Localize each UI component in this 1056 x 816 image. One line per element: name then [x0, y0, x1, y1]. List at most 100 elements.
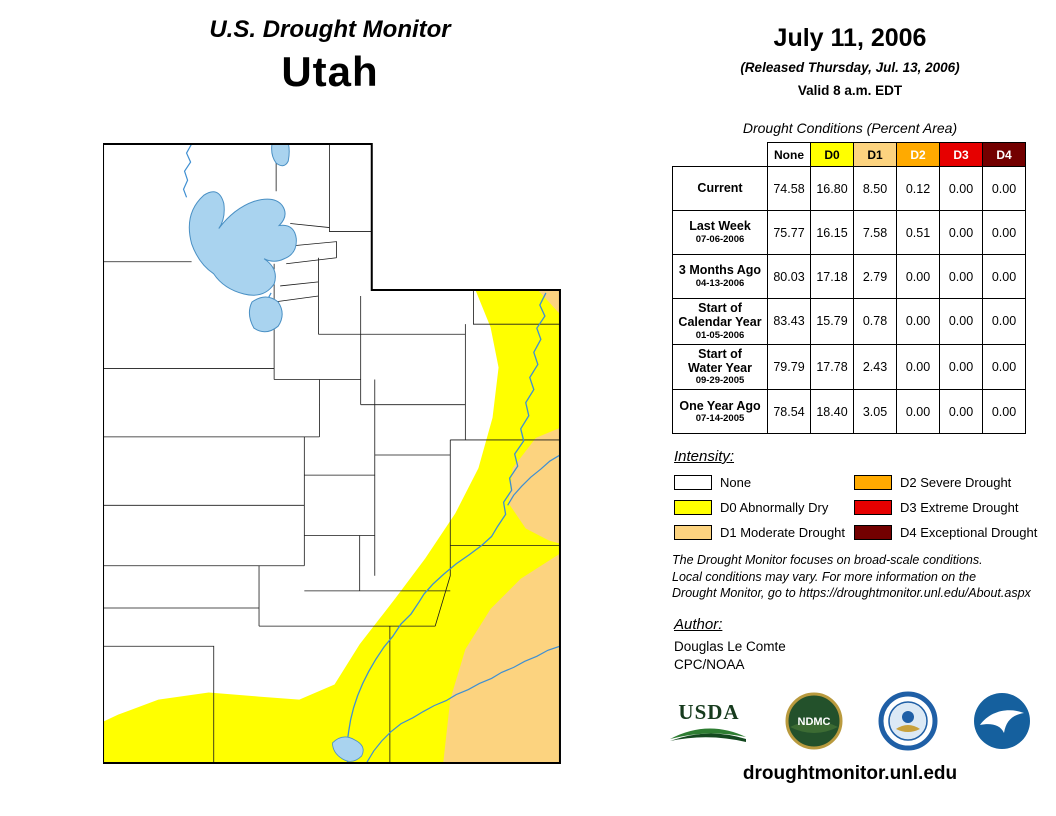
ndmc-seal-icon: NDMC [785, 692, 843, 750]
release-date: (Released Thursday, Jul. 13, 2006) [740, 60, 960, 75]
legend-swatch-d4 [854, 525, 892, 540]
table-row: One Year Ago 07-14-2005 78.54 18.40 3.05 … [672, 389, 1026, 435]
county-borders [103, 144, 560, 763]
column-header-d2: D2 [896, 142, 940, 167]
drought-conditions-table: None D0 D1 D2 D3 D4 Current 74.58 16.80 … [672, 142, 1026, 435]
legend-swatch-none [674, 475, 712, 490]
row-label: Start of Calendar Year 01-05-2006 [672, 298, 768, 345]
value-cell: 78.54 [767, 389, 811, 435]
value-cell: 83.43 [767, 298, 811, 345]
value-cell: 0.00 [896, 389, 940, 435]
utah-drought-map [103, 143, 561, 764]
column-header-d1: D1 [853, 142, 897, 167]
row-label: Start of Water Year 09-29-2005 [672, 343, 768, 391]
value-cell: 0.00 [939, 210, 983, 255]
noaa-seal-icon [974, 693, 1030, 749]
column-header-d4: D4 [982, 142, 1026, 167]
usda-field-icon [670, 727, 746, 742]
value-cell: 0.00 [896, 343, 940, 391]
title-block: U.S. Drought Monitor Utah [75, 16, 585, 96]
value-cell: 17.18 [810, 254, 854, 299]
value-cell: 0.78 [853, 298, 897, 345]
intensity-heading: Intensity: [674, 448, 735, 465]
state-outline [103, 143, 561, 764]
utah-lake [248, 296, 283, 333]
usda-logo: USDA [668, 700, 750, 743]
great-salt-lake [188, 191, 297, 296]
row-label: One Year Ago 07-14-2005 [672, 389, 768, 435]
legend-label: D1 Moderate Drought [720, 525, 846, 540]
legend-swatch-d3 [854, 500, 892, 515]
value-cell: 2.79 [853, 254, 897, 299]
column-header-d0: D0 [810, 142, 854, 167]
table-header-row: None D0 D1 D2 D3 D4 [672, 142, 1026, 167]
legend-item-d0: D0 Abnormally Dry [674, 495, 854, 520]
value-cell: 16.80 [810, 166, 854, 211]
colorado-river-upper [507, 454, 560, 506]
green-colorado-river [345, 292, 547, 763]
bear-lake [271, 144, 290, 167]
value-cell: 0.00 [982, 389, 1026, 435]
value-cell: 8.50 [853, 166, 897, 211]
value-cell: 0.00 [982, 298, 1026, 345]
legend-label: D3 Extreme Drought [900, 500, 1019, 515]
value-cell: 0.00 [939, 298, 983, 345]
value-cell: 75.77 [767, 210, 811, 255]
value-cell: 74.58 [767, 166, 811, 211]
legend-item-d3: D3 Extreme Drought [854, 495, 1038, 520]
legend-swatch-d0 [674, 500, 712, 515]
ndmc-logo: NDMC [784, 691, 844, 751]
intensity-legend: None D0 Abnormally Dry D1 Moderate Droug… [674, 470, 1038, 545]
legend-item-d4: D4 Exceptional Drought [854, 520, 1038, 545]
row-label: Current [672, 166, 768, 211]
value-cell: 0.00 [982, 254, 1026, 299]
value-cell: 0.12 [896, 166, 940, 211]
d0-drought-region [103, 289, 560, 763]
footer-url: droughtmonitor.unl.edu [742, 763, 958, 784]
commerce-seal-icon [878, 691, 938, 751]
usda-logo-text: USDA [678, 699, 740, 724]
map-date: July 11, 2006 [773, 24, 927, 52]
value-cell: 79.79 [767, 343, 811, 391]
legend-label: D0 Abnormally Dry [720, 500, 829, 515]
d1-drought-region-east [508, 427, 560, 544]
value-cell: 0.00 [982, 166, 1026, 211]
table-corner-cell [672, 142, 768, 167]
value-cell: 3.05 [853, 389, 897, 435]
value-cell: 16.15 [810, 210, 854, 255]
value-cell: 0.00 [896, 298, 940, 345]
valid-time: Valid 8 a.m. EDT [797, 83, 903, 98]
author-name: Douglas Le Comte [674, 639, 786, 654]
value-cell: 0.00 [939, 343, 983, 391]
noaa-logo [972, 691, 1032, 751]
table-row: Last Week 07-06-2006 75.77 16.15 7.58 0.5… [672, 210, 1026, 255]
legend-item-none: None [674, 470, 854, 495]
value-cell: 15.79 [810, 298, 854, 345]
value-cell: 2.43 [853, 343, 897, 391]
table-row: Start of Water Year 09-29-2005 79.79 17.7… [672, 343, 1026, 391]
legend-label: None [720, 475, 752, 490]
table-title: Drought Conditions (Percent Area) [742, 120, 958, 136]
value-cell: 0.00 [939, 166, 983, 211]
row-label: 3 Months Ago 04-13-2006 [672, 254, 768, 299]
legend-label: D2 Severe Drought [900, 475, 1012, 490]
report-title: U.S. Drought Monitor [209, 16, 451, 43]
value-cell: 7.58 [853, 210, 897, 255]
value-cell: 0.00 [982, 210, 1026, 255]
value-cell: 18.40 [810, 389, 854, 435]
value-cell: 0.00 [939, 389, 983, 435]
legend-item-d1: D1 Moderate Drought [674, 520, 854, 545]
san-juan-river [362, 645, 560, 763]
column-header-none: None [767, 142, 811, 167]
value-cell: 0.00 [982, 343, 1026, 391]
value-cell: 0.00 [896, 254, 940, 299]
legend-swatch-d1 [674, 525, 712, 540]
state-name: Utah [281, 48, 379, 95]
legend-item-d2: D2 Severe Drought [854, 470, 1038, 495]
value-cell: 80.03 [767, 254, 811, 299]
column-header-d3: D3 [939, 142, 983, 167]
legend-swatch-d2 [854, 475, 892, 490]
logo-row: USDA NDMC [668, 688, 1032, 754]
row-label: Last Week 07-06-2006 [672, 210, 768, 255]
author-org: CPC/NOAA [674, 657, 745, 672]
